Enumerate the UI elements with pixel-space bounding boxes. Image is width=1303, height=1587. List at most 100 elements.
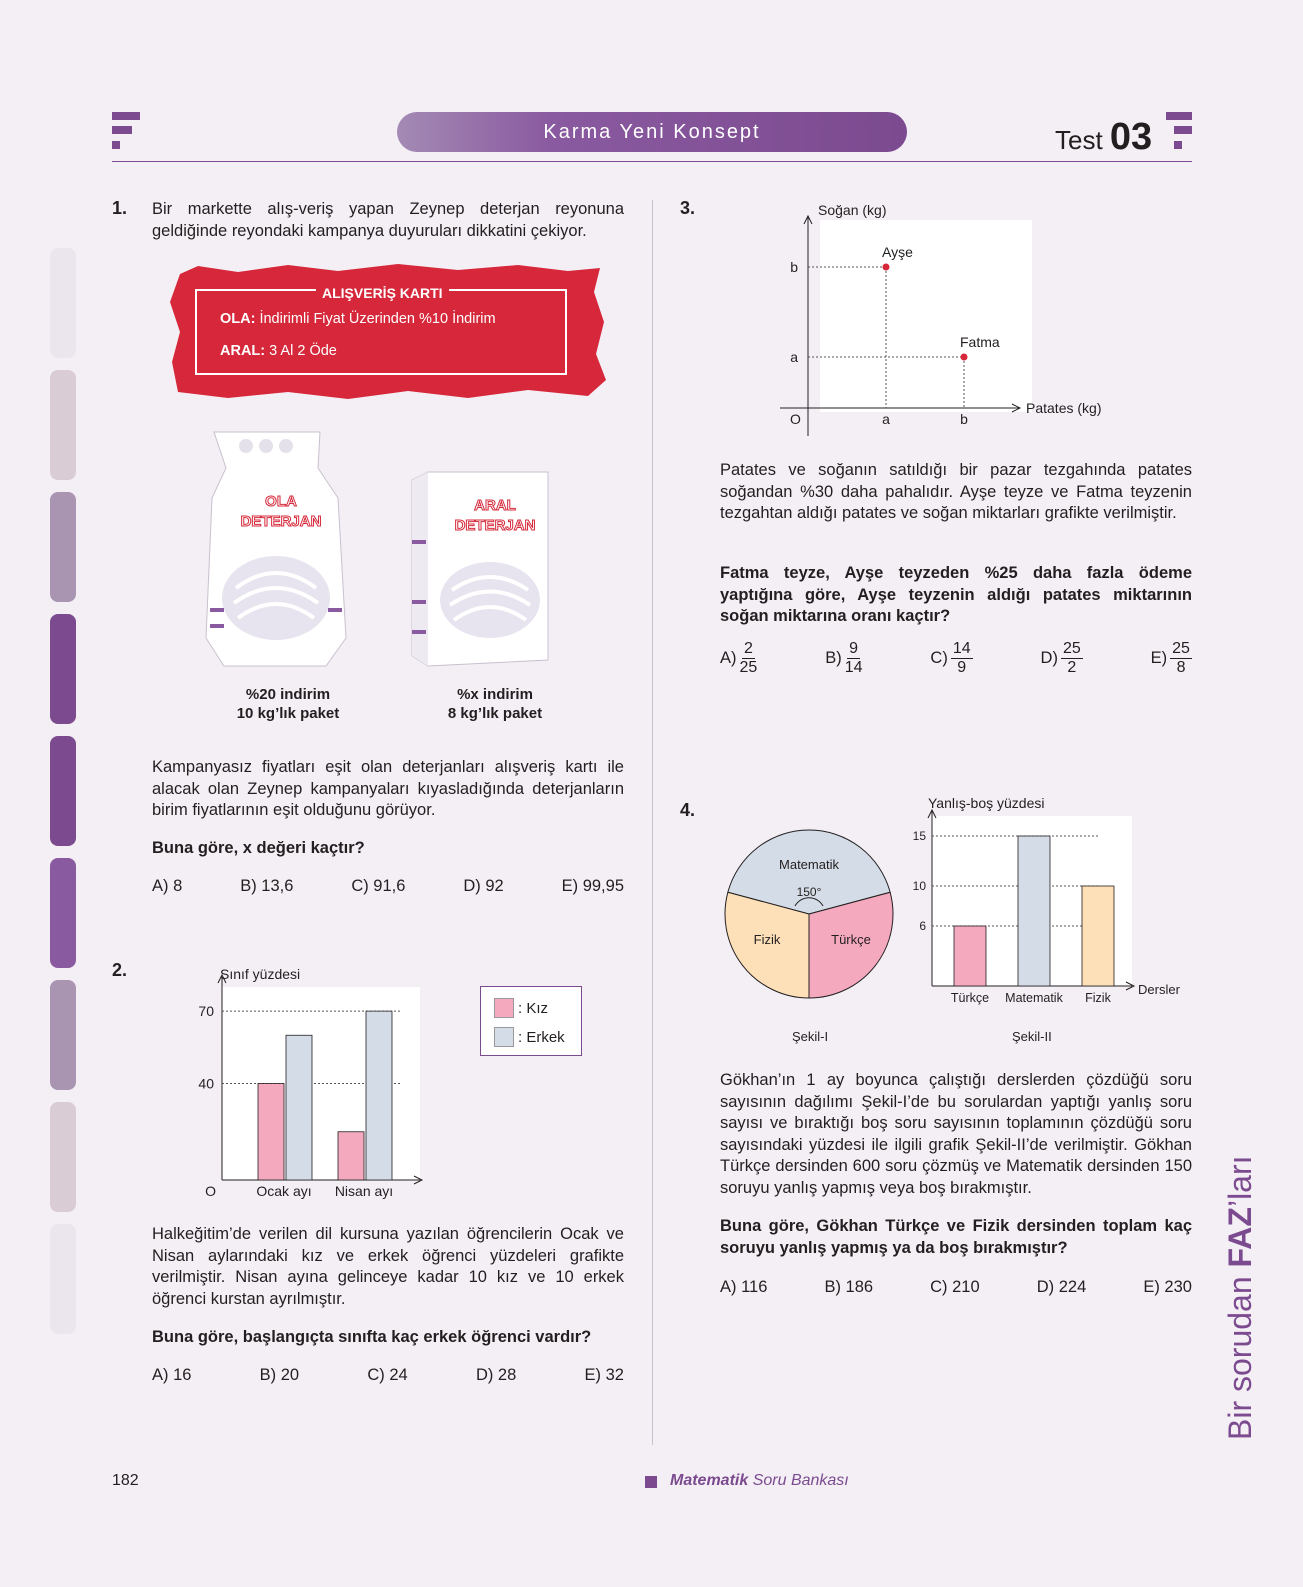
choice-a[interactable]: A) 116 [720,1278,768,1296]
question-4-choices: A) 116 B) 186 C) 210 D) 224 E) 230 [720,1278,1192,1297]
pie-slice-label: Türkçe [831,932,871,947]
choice-d[interactable]: D) 92 [463,877,504,895]
pie-slice [808,891,894,999]
q3-ylabel: Soğan (kg) [818,202,886,218]
q2-ytick-label: 40 [198,1076,214,1092]
q4-bar [1017,835,1051,987]
logo-mark-right [1166,112,1192,120]
q3-x-arrow [1011,403,1022,413]
fraction-choice[interactable]: D) 25 2 [1041,640,1083,677]
logo-mark-low [112,141,120,149]
aral-detergent-box [411,471,549,667]
q3-xtick-label: b [960,411,968,427]
fraction-choice[interactable]: A) 2 25 [720,640,757,677]
choice-d[interactable]: D) 224 [1036,1278,1087,1296]
choice-letter: A) [720,649,737,667]
side-tab-4 [50,614,76,724]
choice-c[interactable]: C) 91,6 [351,877,406,895]
denominator: 9 [957,659,967,676]
q2-category-label: Ocak ayı [256,1183,311,1199]
logo-mark [112,112,140,120]
q2-y-arrow [217,973,227,984]
choice-c[interactable]: C) 210 [930,1278,980,1296]
legend-label-erkek: : Erkek [518,1028,565,1046]
q3-xtick-label: a [882,411,890,427]
fraction-choice[interactable]: C) 14 9 [930,640,973,677]
numerator: 25 [1170,640,1192,659]
q3-point [960,353,968,361]
q2-origin-label: O [205,1183,216,1199]
ola-product-size: 10 kg’lık paket [236,705,340,722]
potato-onion-chart: Soğan (kg) Patates (kg) O a b a b Ayşe Fatma [780,202,1101,436]
card-aral-line: ARAL: 3 Al 2 Öde [220,343,337,359]
q4-xlabel: Dersler [1138,982,1181,997]
choice-e[interactable]: E) 32 [584,1366,624,1384]
ola-detergent-bag [205,431,347,667]
choice-d[interactable]: D) 28 [475,1366,517,1384]
question-4-question: Buna göre, Gökhan Türkçe ve Fizik dersin… [720,1217,1192,1257]
choice-e[interactable]: E) 99,95 [561,877,624,895]
q4-y-arrow [927,808,937,819]
choice-b[interactable]: B) 20 [259,1366,300,1384]
question-2-choices: A) 16 B) 20 C) 24 D) 28 E) 32 [152,1366,624,1385]
class-percentage-chart: Sınıf yüzdesi O 40 70 Ocak ayı Nisan ayı [198,966,424,1199]
denominator: 8 [1176,659,1186,676]
q3-y-arrow [803,214,813,225]
footer-book: Soru Bankası [748,1472,849,1489]
test-label: Test 03 [1055,116,1152,159]
side-slogan-brand: FAZ [1222,1207,1258,1268]
question-2-question: Buna göre, başlangıçta sınıfta kaç erkek… [152,1328,592,1346]
choice-c[interactable]: C) 24 [367,1366,408,1384]
choice-a[interactable]: A) 8 [152,877,183,895]
question-3-question: Fatma teyze, Ayşe teyzeden %25 daha fazl… [720,564,1192,625]
fraction: 25 8 [1170,640,1192,677]
aral-product-discount: %x indirim [457,686,533,703]
question-4-body: Gökhan’ın 1 ay boyunca çalıştığı dersler… [720,1071,1192,1197]
question-4-number: 4. [680,800,696,820]
logo-mark-mid [112,126,132,134]
section-banner: Karma Yeni Konsept [397,112,907,152]
test-number: 03 [1109,116,1153,158]
question-2-number: 2. [112,960,128,980]
question-3-choices: A) 2 25 B) 9 14 C) 14 9 D) 25 2 E) 25 8 [720,640,1192,677]
denominator: 14 [844,659,863,676]
aral-product-name: ARAL DETERJAN [454,497,536,535]
pie-caption: Şekil-I [792,1029,829,1044]
aral-product-size: 8 kg’lık paket [447,705,543,722]
column-divider [652,200,653,1445]
choice-e[interactable]: E) 230 [1143,1278,1192,1296]
q2-category-label: Nisan ayı [335,1183,393,1199]
test-word: Test [1055,125,1103,155]
q4-bar [1081,885,1115,987]
legend-swatch-kiz [494,998,514,1018]
side-tab-5 [50,736,76,846]
q4-ytick-label: 6 [919,919,926,933]
pie-slice [724,891,810,999]
q4-ylabel: Yanlış-boş yüzdesi [928,795,1044,811]
q3-xlabel: Patates (kg) [1026,400,1101,416]
question-1-body: Kampanyasız fiyatları eşit olan deterjan… [152,758,624,819]
logo-mark-right-mid [1174,126,1192,134]
q4-x-arrow [1125,981,1136,991]
question-3-body: Patates ve soğanın satıldığı bir pazar t… [720,461,1192,522]
q3-plot-bg [820,220,1032,412]
q4-bar [953,925,987,987]
side-tab-8 [50,1102,76,1212]
ola-product-name: OLA DETERJAN [240,493,322,531]
q3-point-label: Ayşe [882,244,913,260]
choice-b[interactable]: B) 186 [824,1278,874,1296]
side-tab-6 [50,858,76,968]
choice-letter: C) [930,649,948,667]
fraction-choice[interactable]: E) 25 8 [1151,640,1192,677]
footer-book-title: Matematik Soru Bankası [670,1472,849,1490]
fraction: 2 25 [740,640,758,677]
fraction: 14 9 [950,640,973,677]
denominator: 2 [1067,659,1077,676]
choice-a[interactable]: A) 16 [152,1366,192,1384]
legend-item-erkek: : Erkek [494,1027,565,1047]
pie-slice-label: Matematik [779,857,839,872]
fraction-choice[interactable]: B) 9 14 [825,640,862,677]
pie-slice [727,829,891,915]
choice-b[interactable]: B) 13,6 [240,877,294,895]
q2-bar [365,1010,393,1181]
